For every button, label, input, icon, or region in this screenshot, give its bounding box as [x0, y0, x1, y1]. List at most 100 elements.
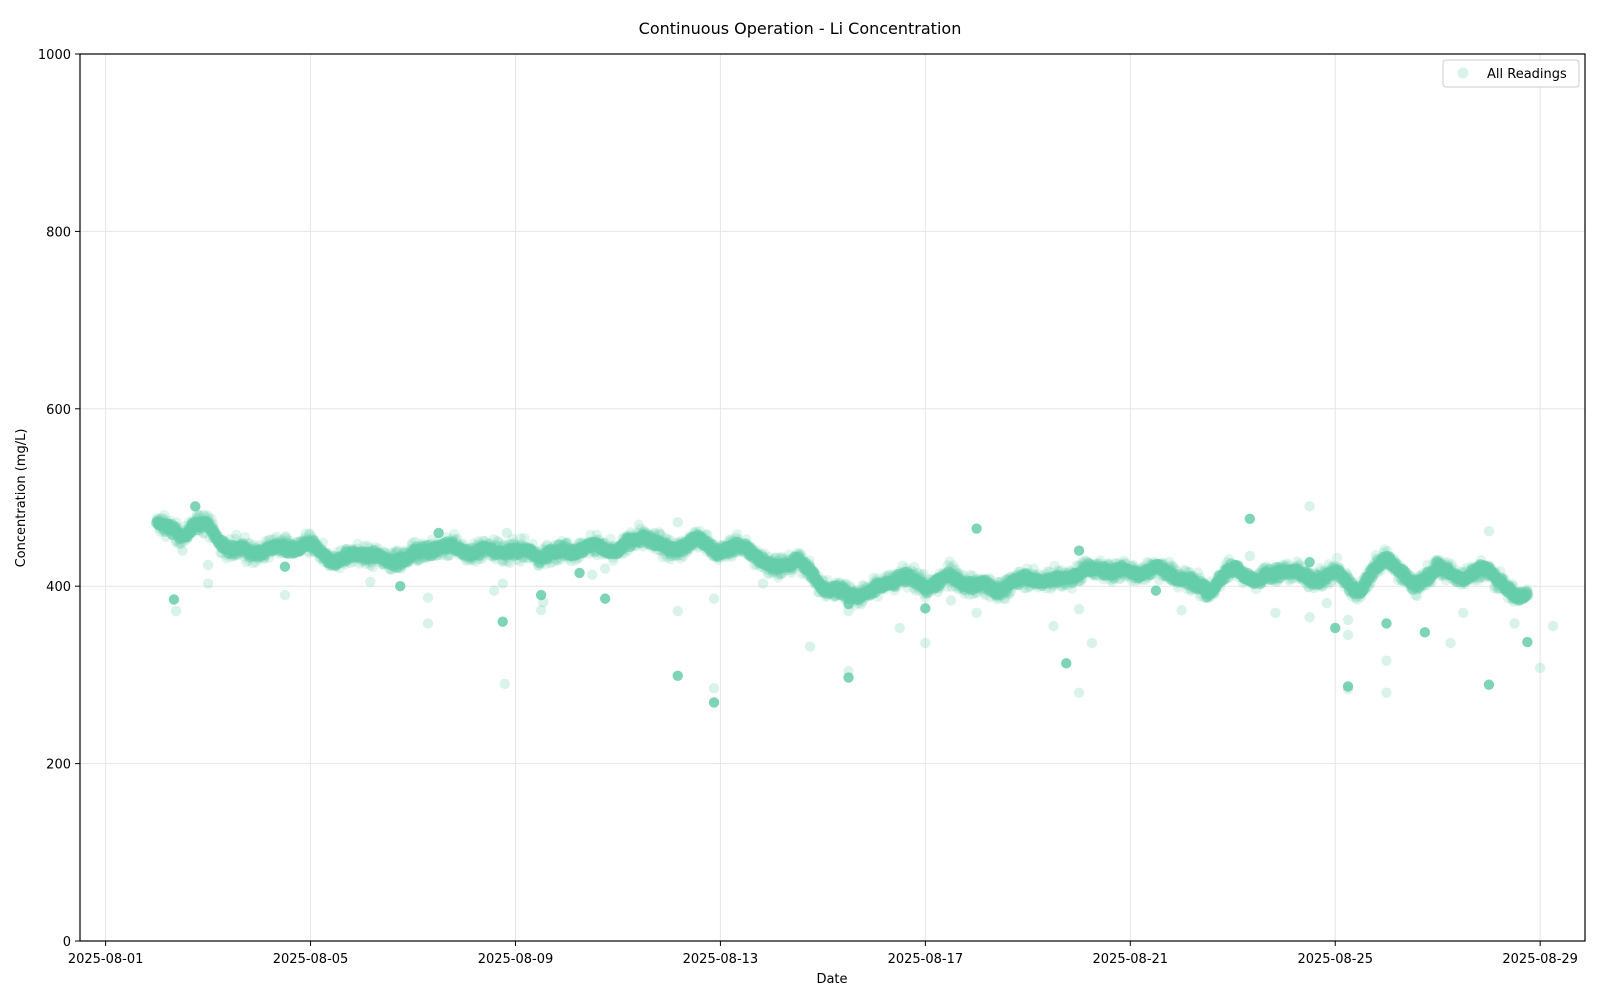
y-tick-label: 1000	[38, 48, 71, 63]
outlier-point	[1381, 618, 1392, 629]
data-point	[367, 561, 379, 573]
outlier-point	[395, 581, 406, 592]
outlier-point	[1381, 687, 1392, 698]
data-point	[239, 532, 251, 543]
outlier-point	[168, 594, 180, 605]
data-point	[231, 529, 242, 540]
outlier-point	[672, 605, 683, 617]
outlier-point	[422, 592, 434, 603]
outlier-point	[1342, 629, 1354, 641]
outlier-point	[1086, 637, 1098, 649]
outlier-point	[672, 517, 683, 528]
outlier-point	[1342, 683, 1354, 695]
outlier-point	[574, 567, 585, 579]
outlier-point	[1073, 604, 1085, 615]
x-axis-ticks: 2025-08-01 2025-08-05 2025-08-09 2025-08-13…	[68, 941, 1578, 967]
y-tick-label: 600	[46, 403, 71, 418]
data-point	[352, 538, 363, 550]
outlier-point	[1381, 655, 1392, 666]
outlier-point	[1048, 620, 1059, 632]
data-point	[1521, 589, 1534, 601]
outlier-point	[920, 603, 931, 614]
outlier-point	[499, 678, 511, 689]
outlier-point	[1419, 627, 1431, 638]
outlier-point	[1304, 501, 1315, 512]
outlier-point	[1321, 597, 1332, 609]
outlier-point	[170, 605, 182, 617]
x-tick-label: 2025-08-13	[683, 952, 759, 967]
outlier-point	[843, 672, 854, 683]
outlier-point	[920, 637, 931, 649]
outlier-point	[501, 527, 513, 539]
legend-label: All Readings	[1487, 67, 1567, 82]
outlier-point	[1304, 557, 1315, 568]
outlier-point	[1244, 550, 1256, 562]
outlier-point	[1483, 526, 1495, 537]
outlier-point	[1061, 658, 1072, 669]
y-tick-label: 0	[63, 935, 71, 950]
outlier-point	[894, 622, 905, 634]
outlier-point	[177, 545, 188, 556]
outlier-point	[1176, 604, 1187, 616]
data-point	[244, 537, 255, 549]
outlier-point	[535, 604, 547, 616]
x-tick-label: 2025-08-05	[273, 952, 349, 967]
data-point	[206, 514, 217, 525]
outlier-point	[804, 641, 816, 652]
legend-marker	[1457, 67, 1469, 79]
data-point	[334, 563, 345, 574]
outlier-point	[202, 578, 214, 589]
outlier-point	[599, 593, 611, 604]
plot-frame	[79, 53, 1586, 942]
outlier-point	[1458, 607, 1469, 619]
outlier-point	[599, 563, 611, 574]
outlier-point	[945, 595, 957, 606]
outlier-point	[279, 561, 291, 572]
outlier-point	[971, 607, 982, 619]
outlier-point	[856, 598, 867, 610]
outlier-point	[672, 670, 683, 681]
outlier-point	[1355, 591, 1367, 603]
outlier-point	[1150, 585, 1162, 596]
outlier-point	[1073, 687, 1085, 698]
outlier-point	[708, 683, 720, 694]
outlier-point	[708, 593, 720, 604]
outlier-point	[1547, 620, 1559, 632]
data-point	[1331, 552, 1343, 563]
outlier-point	[843, 605, 854, 617]
outlier-point	[1522, 636, 1533, 648]
data-point	[158, 510, 170, 521]
y-tick-label: 200	[46, 758, 71, 773]
outlier-point	[708, 697, 720, 708]
outlier-point	[1483, 679, 1495, 690]
outlier-point	[365, 576, 376, 587]
outlier-point	[1509, 618, 1520, 629]
x-tick-label: 2025-08-01	[68, 952, 144, 967]
outlier-point	[1304, 612, 1315, 623]
x-tick-label: 2025-08-17	[888, 952, 964, 967]
legend: All Readings	[1442, 59, 1580, 88]
x-axis-label: Date	[816, 972, 847, 987]
x-tick-label: 2025-08-21	[1093, 952, 1169, 967]
x-tick-label: 2025-08-29	[1502, 952, 1578, 967]
outlier-point	[433, 527, 444, 539]
outlier-point	[488, 585, 500, 596]
x-tick-label: 2025-08-25	[1297, 952, 1373, 967]
outlier-point	[190, 501, 201, 512]
outlier-point	[422, 618, 434, 629]
outlier-point	[1330, 622, 1341, 634]
outlier-point	[971, 523, 982, 534]
y-tick-label: 400	[46, 580, 71, 595]
outlier-point	[1073, 545, 1085, 556]
outlier-point	[497, 578, 508, 589]
outlier-point	[1445, 637, 1456, 649]
outlier-point	[1270, 607, 1281, 619]
x-tick-label: 2025-08-09	[478, 952, 554, 967]
outlier-point	[757, 578, 769, 589]
chart-title: Continuous Operation - Li Concentration	[639, 19, 962, 38]
y-tick-label: 800	[46, 225, 71, 240]
outlier-point	[497, 616, 508, 627]
outlier-point	[1244, 513, 1256, 524]
